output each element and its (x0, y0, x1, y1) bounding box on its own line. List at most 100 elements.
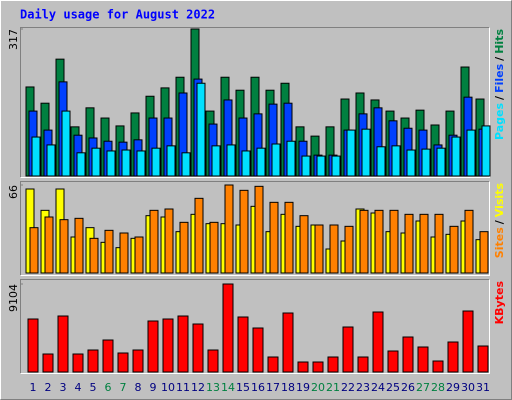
bar (61, 110, 71, 177)
bar (151, 147, 161, 177)
bar (451, 136, 461, 177)
y-tick-label: 9104 (7, 284, 20, 312)
x-tick-label: 9 (150, 381, 157, 394)
bar (299, 215, 309, 274)
x-tick-label: 31 (476, 381, 490, 394)
bar (344, 225, 354, 274)
chart-title: Daily usage for August 2022 (20, 8, 215, 22)
x-tick-label: 25 (386, 381, 400, 394)
x-tick-label: 14 (221, 381, 235, 394)
bar (342, 326, 354, 373)
bar (376, 146, 386, 177)
x-tick-label: 2 (45, 381, 52, 394)
bar (477, 345, 489, 373)
bar (132, 349, 144, 373)
plot-border (20, 279, 490, 374)
bar (301, 155, 311, 177)
y-tick-label: 66 (7, 185, 20, 199)
legend-entry: Visits (493, 183, 506, 218)
bar (209, 221, 219, 274)
x-tick-label: 10 (161, 381, 175, 394)
bar (57, 315, 69, 373)
legend-entry: KBytes (493, 281, 506, 325)
bar (464, 209, 474, 274)
bar (432, 360, 444, 373)
bar (211, 145, 221, 177)
bar (286, 140, 296, 177)
legend-separator: / (493, 219, 506, 224)
bar (387, 350, 399, 373)
legend-entry: Hits (493, 29, 506, 54)
x-tick-label: 3 (60, 381, 67, 394)
bar (417, 346, 429, 373)
bar (237, 316, 249, 373)
bar (404, 213, 414, 274)
bar (374, 209, 384, 274)
x-tick-label: 4 (75, 381, 82, 394)
bar (481, 125, 491, 177)
bar (241, 150, 251, 177)
bar (331, 155, 341, 177)
x-tick-label: 6 (105, 381, 112, 394)
bar (194, 197, 204, 274)
bar (269, 201, 279, 274)
x-tick-label: 5 (90, 381, 97, 394)
bar (406, 149, 416, 177)
x-tick-label: 11 (176, 381, 190, 394)
bar (239, 189, 249, 274)
bar (162, 318, 174, 373)
legend-entry: Sites (493, 227, 506, 258)
bar (166, 145, 176, 177)
bar (421, 148, 431, 177)
bar (106, 150, 116, 177)
bar (314, 224, 324, 274)
bar (359, 209, 369, 274)
bar (207, 349, 219, 373)
x-tick-label: 30 (461, 381, 475, 394)
bar (119, 232, 129, 274)
x-tick-label: 23 (356, 381, 370, 394)
bar (312, 361, 324, 373)
bar (284, 201, 294, 274)
bar (436, 147, 446, 177)
legend: KBytes (493, 281, 506, 325)
plot-border (20, 181, 490, 276)
x-tick-label: 28 (431, 381, 445, 394)
bar (271, 143, 281, 177)
x-tick-label: 17 (266, 381, 280, 394)
bar (479, 231, 489, 274)
x-tick-label: 29 (446, 381, 460, 394)
bar (164, 208, 174, 274)
bar (27, 318, 39, 373)
x-tick-label: 8 (135, 381, 142, 394)
bar (361, 128, 371, 177)
bar (316, 155, 326, 177)
bar (29, 227, 39, 274)
plot-border (20, 27, 490, 178)
bar (134, 236, 144, 274)
bar (391, 145, 401, 177)
bar (267, 356, 279, 373)
bar (462, 310, 474, 373)
bar (282, 312, 294, 373)
bar (46, 144, 56, 177)
plot-border (20, 181, 490, 276)
plot-border (20, 27, 490, 178)
bar (297, 361, 309, 373)
x-tick-label: 18 (281, 381, 295, 394)
bar (196, 82, 206, 177)
x-tick-label: 12 (191, 381, 205, 394)
bar (256, 147, 266, 177)
bar (346, 129, 356, 177)
bar (74, 217, 84, 274)
bar (389, 209, 399, 274)
bar (121, 149, 131, 177)
bar (372, 311, 384, 373)
bar (42, 353, 54, 373)
x-tick-label: 1 (30, 381, 37, 394)
x-tick-label: 26 (401, 381, 415, 394)
bar (31, 136, 41, 177)
bar (72, 353, 84, 373)
bar (117, 352, 129, 373)
